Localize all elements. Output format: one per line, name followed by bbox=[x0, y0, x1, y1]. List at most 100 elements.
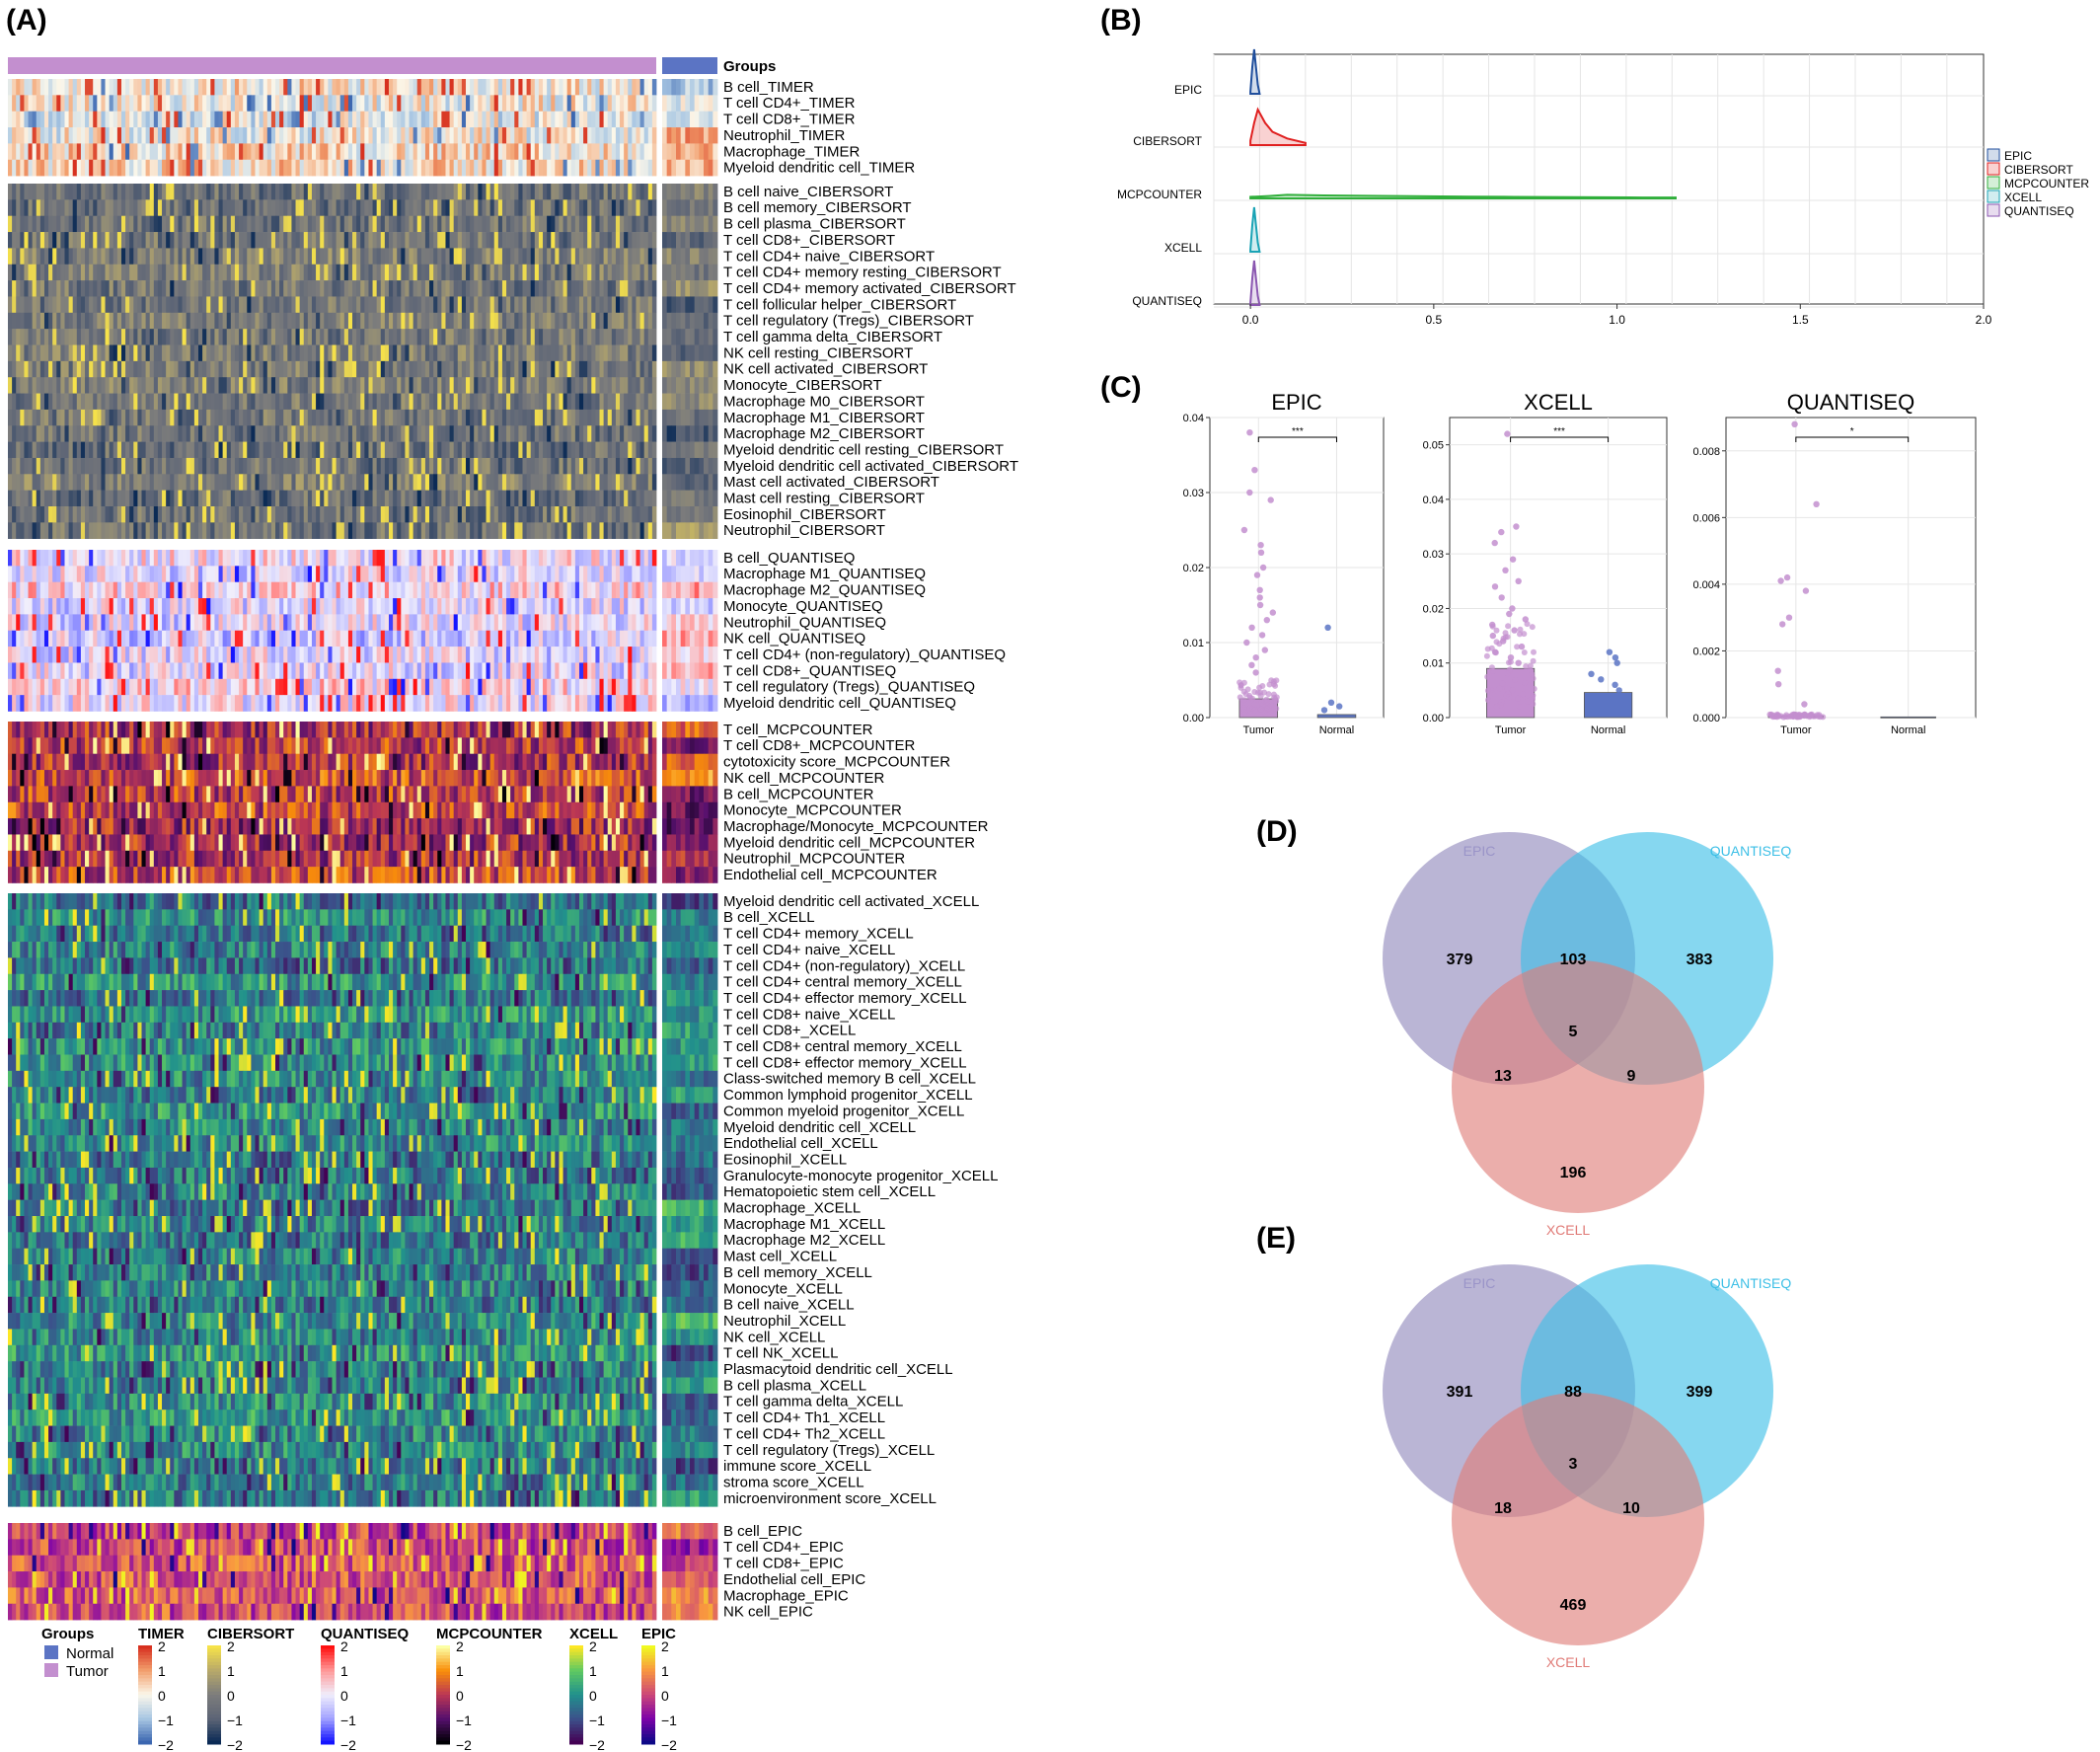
heatmap-cell bbox=[441, 360, 446, 378]
heatmap-cell bbox=[566, 344, 572, 362]
heatmap-cell bbox=[530, 312, 536, 330]
heatmap-cell bbox=[116, 127, 122, 144]
heatmap-cell bbox=[197, 490, 203, 507]
heatmap-cell bbox=[497, 377, 503, 394]
heatmap-cell bbox=[486, 550, 491, 567]
heatmap-cell bbox=[105, 143, 111, 161]
heatmap-cell bbox=[174, 360, 179, 378]
heatmap-cell bbox=[72, 393, 78, 411]
heatmap-cell bbox=[347, 184, 353, 200]
heatmap-cell bbox=[470, 184, 475, 200]
heatmap-cell bbox=[28, 184, 34, 200]
heatmap-cell bbox=[339, 232, 345, 249]
heatmap-cell bbox=[643, 296, 649, 314]
heatmap-cell bbox=[125, 522, 130, 539]
heatmap-cell bbox=[482, 457, 487, 475]
heatmap-cell bbox=[466, 143, 471, 161]
heatmap-cell bbox=[324, 474, 329, 491]
heatmap-cell bbox=[76, 377, 82, 394]
heatmap-cell bbox=[559, 329, 563, 345]
heatmap-cell bbox=[599, 280, 605, 297]
heatmap-cell bbox=[482, 409, 487, 426]
heatmap-cell bbox=[116, 232, 122, 249]
heatmap-cell bbox=[510, 360, 515, 378]
heatmap-cell bbox=[628, 127, 633, 144]
heatmap-cell bbox=[453, 111, 459, 128]
heatmap-cell bbox=[239, 111, 244, 128]
heatmap-cell bbox=[578, 264, 584, 281]
heatmap-cell bbox=[247, 296, 252, 314]
heatmap-cell bbox=[420, 360, 426, 378]
heatmap-cell bbox=[295, 248, 301, 266]
heatmap-cell bbox=[518, 425, 523, 442]
heatmap-cell bbox=[39, 522, 45, 539]
heatmap-cell bbox=[562, 409, 568, 426]
heatmap-cell bbox=[186, 441, 191, 459]
heatmap-cell bbox=[24, 280, 29, 297]
heatmap-cell bbox=[234, 441, 240, 459]
heatmap-cell bbox=[360, 425, 365, 442]
heatmap-cell bbox=[583, 457, 588, 475]
heatmap-cell bbox=[39, 95, 45, 112]
heatmap-cell bbox=[328, 215, 333, 233]
heatmap-cell bbox=[441, 409, 446, 426]
heatmap-cell bbox=[206, 215, 211, 233]
heatmap-cell bbox=[510, 425, 515, 442]
heatmap-cell bbox=[230, 360, 236, 378]
heatmap-cell bbox=[324, 280, 329, 297]
heatmap-cell bbox=[368, 474, 373, 491]
heatmap-cell bbox=[32, 360, 38, 378]
heatmap-cell bbox=[120, 393, 126, 411]
heatmap-cell bbox=[352, 264, 357, 281]
heatmap-cell bbox=[364, 409, 369, 426]
heatmap-cell bbox=[518, 409, 523, 426]
heatmap-cell bbox=[543, 550, 548, 567]
heatmap-cell bbox=[364, 506, 369, 523]
heatmap-cell bbox=[72, 329, 78, 345]
heatmap-cell bbox=[364, 232, 369, 249]
heatmap-cell bbox=[685, 377, 691, 394]
heatmap-cell bbox=[591, 264, 596, 281]
heatmap-cell bbox=[506, 441, 511, 459]
heatmap-cell bbox=[101, 425, 106, 442]
heatmap-cell bbox=[429, 248, 434, 266]
heatmap-cell bbox=[347, 79, 353, 96]
heatmap-cell bbox=[368, 312, 373, 330]
heatmap-cell bbox=[639, 111, 645, 128]
heatmap-cell bbox=[336, 360, 341, 378]
heatmap-cell bbox=[141, 143, 147, 161]
heatmap-cell bbox=[607, 184, 613, 200]
heatmap-cell bbox=[295, 550, 301, 567]
heatmap-cell bbox=[624, 409, 629, 426]
heatmap-cell bbox=[433, 280, 438, 297]
heatmap-cell bbox=[68, 377, 74, 394]
heatmap-cell bbox=[153, 232, 159, 249]
heatmap-cell bbox=[295, 360, 301, 378]
heatmap-cell bbox=[214, 143, 219, 161]
heatmap-cell bbox=[307, 474, 313, 491]
heatmap-cell bbox=[384, 79, 390, 96]
heatmap-cell bbox=[133, 199, 138, 216]
heatmap-cell bbox=[356, 550, 361, 567]
heatmap-cell bbox=[16, 377, 21, 394]
heatmap-cell bbox=[478, 360, 483, 378]
heatmap-cell bbox=[20, 79, 25, 96]
heatmap-cell bbox=[651, 344, 657, 362]
heatmap-cell bbox=[534, 264, 540, 281]
heatmap-cell bbox=[72, 377, 78, 394]
heatmap-cell bbox=[639, 441, 645, 459]
heatmap-cell bbox=[20, 143, 25, 161]
heatmap-cell bbox=[470, 312, 475, 330]
heatmap-cell bbox=[311, 425, 317, 442]
heatmap-cell bbox=[522, 457, 527, 475]
heatmap-cell bbox=[39, 264, 45, 281]
heatmap-cell bbox=[311, 111, 317, 128]
heatmap-cell bbox=[583, 127, 588, 144]
heatmap-cell bbox=[262, 248, 268, 266]
heatmap-cell bbox=[514, 457, 519, 475]
heatmap-cell bbox=[368, 127, 373, 144]
heatmap-cell bbox=[332, 425, 338, 442]
heatmap-cell bbox=[262, 184, 268, 200]
heatmap-cell bbox=[416, 215, 422, 233]
heatmap-cell bbox=[380, 409, 386, 426]
